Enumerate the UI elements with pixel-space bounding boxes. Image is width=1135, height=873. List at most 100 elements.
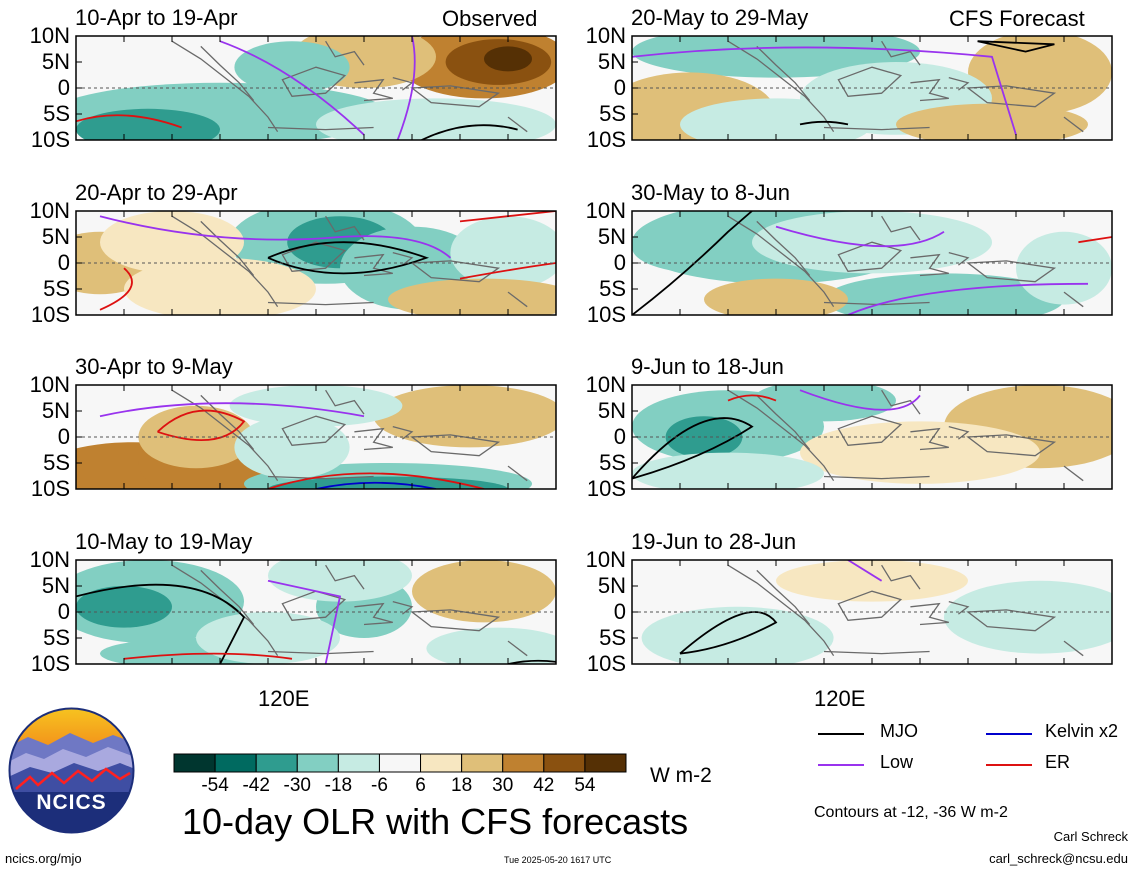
coastline: [756, 569, 811, 625]
coastline: [910, 602, 949, 626]
wave-contour: [847, 560, 883, 582]
colorbar-level-label: -30: [283, 775, 311, 796]
colorbar-level-label: 6: [415, 775, 426, 796]
coastline: [267, 650, 374, 655]
wave-contour: [76, 583, 246, 664]
olr-anomaly-region: [76, 586, 172, 628]
coastline: [966, 85, 1057, 108]
wave-contour: [799, 389, 921, 411]
wave-contour: [99, 215, 452, 259]
coastline: [1063, 465, 1084, 482]
coastline: [837, 241, 903, 272]
y-tick-label: 0: [57, 250, 70, 275]
colorbar-swatch: [296, 753, 339, 773]
olr-anomaly-region: [776, 560, 968, 602]
y-tick-label: 5N: [597, 398, 626, 423]
legend-low-label: Low: [880, 752, 914, 772]
coastline: [325, 40, 365, 66]
coastline: [325, 215, 365, 241]
coastline: [354, 253, 393, 277]
coastline: [200, 45, 255, 101]
y-tick-label: 0: [613, 599, 626, 624]
y-tick-label: 5N: [597, 573, 626, 598]
coastline: [756, 220, 811, 276]
wave-contour: [267, 472, 485, 489]
y-tick-label: 5N: [41, 49, 70, 74]
y-tick-label: 5N: [41, 398, 70, 423]
coastline: [507, 291, 528, 308]
wave-contour: [507, 659, 556, 664]
coastline: [410, 85, 501, 108]
coastline: [354, 427, 393, 451]
y-tick-label: 0: [613, 250, 626, 275]
logo-text: NCICS: [36, 791, 107, 814]
coastline: [823, 475, 930, 480]
y-tick-label: 5N: [41, 573, 70, 598]
wave-contour: [459, 262, 556, 280]
y-tick-label: 5S: [599, 276, 626, 301]
coastline: [881, 389, 921, 415]
olr-panel: [75, 210, 557, 316]
y-tick-label: 10N: [585, 23, 626, 48]
coastline: [910, 427, 949, 451]
coastline: [727, 564, 835, 657]
wave-contour: [799, 120, 849, 126]
y-tick-label: 0: [57, 599, 70, 624]
author-name: Carl Schreck: [1053, 829, 1128, 844]
site-url[interactable]: ncics.org/mjo: [5, 851, 82, 866]
coastline: [837, 415, 903, 446]
colorbar-swatch: [420, 753, 463, 773]
wave-contour: [267, 241, 430, 275]
coastline: [823, 301, 930, 306]
coastline: [948, 425, 970, 440]
colorbar-level-label: -42: [242, 775, 270, 796]
wave-contour: [847, 282, 1089, 315]
panel-period-title: 20-Apr to 29-Apr: [75, 180, 238, 205]
olr-anomaly-region: [316, 98, 556, 140]
coastline: [837, 66, 903, 97]
olr-anomaly-region: [704, 278, 848, 315]
coastline: [948, 600, 970, 615]
coastline: [507, 465, 528, 482]
coastline: [966, 609, 1057, 632]
coastline: [354, 78, 393, 102]
panel-period-title: 9-Jun to 18-Jun: [631, 354, 784, 379]
coastline: [325, 564, 365, 590]
coastline: [727, 40, 835, 133]
y-tick-label: 10N: [585, 198, 626, 223]
coastline: [910, 78, 949, 102]
coastline: [756, 394, 811, 450]
y-tick-label: 5S: [599, 450, 626, 475]
author-email: carl_schreck@ncsu.edu: [989, 851, 1128, 866]
y-tick-label: 0: [57, 75, 70, 100]
panel-period-title: 30-Apr to 9-May: [75, 354, 233, 379]
coastline: [200, 394, 255, 450]
y-tick-label: 5S: [43, 276, 70, 301]
legend-kelvin-label: Kelvin x2: [1045, 721, 1119, 741]
y-tick-label: 10S: [30, 302, 70, 327]
olr-anomaly-region: [234, 41, 350, 94]
olr-anomaly-region: [944, 580, 1112, 654]
coastline: [823, 650, 930, 655]
coastline: [507, 116, 528, 133]
wave-contour: [1078, 236, 1112, 244]
wave-contour: [219, 40, 365, 136]
coastline: [507, 640, 528, 657]
wave-contour: [123, 652, 293, 660]
x-axis-label: 120E: [814, 686, 866, 711]
y-tick-label: 5S: [599, 625, 626, 650]
coastline: [281, 415, 347, 446]
olr-anomaly-region: [896, 103, 1088, 140]
coastline: [966, 434, 1057, 457]
olr-panel: [631, 559, 1113, 665]
colorbar-swatch: [584, 753, 627, 773]
olr-anomaly-region: [268, 560, 412, 602]
coastline: [837, 590, 903, 621]
y-tick-label: 10N: [29, 547, 70, 572]
colorbar-swatch: [214, 753, 257, 773]
wave-contour: [632, 46, 1017, 136]
coastline: [392, 76, 414, 91]
legend-er-label: ER: [1045, 752, 1071, 772]
colorbar-swatch: [173, 753, 216, 773]
